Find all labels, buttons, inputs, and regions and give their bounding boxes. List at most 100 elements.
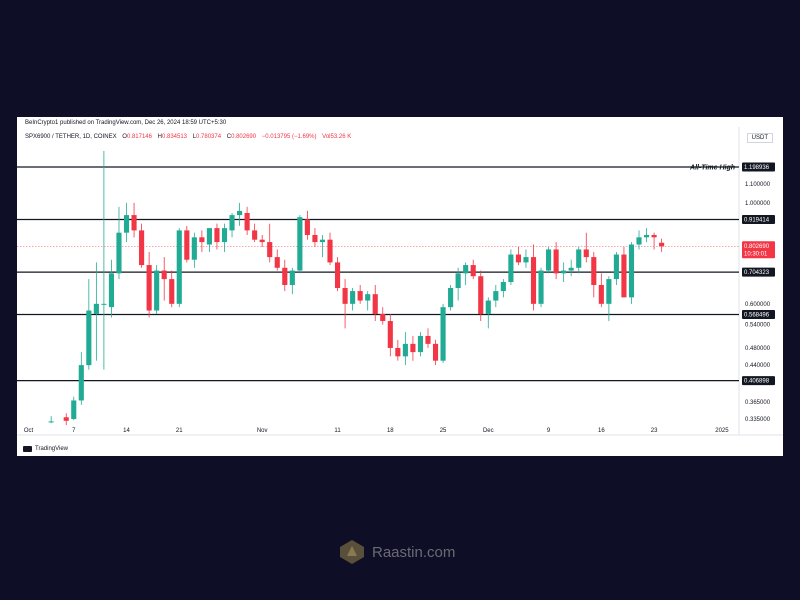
candle-body [289, 270, 295, 285]
candle-body [123, 215, 130, 233]
published-caption: BeInCrypto1 published on TradingView.com… [25, 120, 227, 126]
candle-body [583, 249, 589, 258]
candle-body [176, 230, 182, 304]
time-tick-label: 25 [440, 428, 447, 434]
candle-body [229, 215, 235, 231]
candle [131, 202, 137, 238]
candle [169, 270, 175, 308]
time-tick-label: 23 [651, 428, 658, 434]
tradingview-logo-icon [23, 446, 32, 452]
low-label: L [192, 134, 197, 140]
candle-body [440, 307, 446, 361]
candle-body [538, 270, 544, 304]
candle-body [372, 294, 378, 314]
candle [553, 242, 559, 280]
candle-body [237, 210, 243, 216]
candle-body [78, 365, 84, 401]
candle-body [319, 239, 326, 243]
ohlc-legend: SPX6900 / TETHER, 1D, COINEX O0.817146 H… [25, 134, 351, 140]
candle [48, 416, 54, 424]
candle-body [184, 230, 190, 260]
candle [606, 276, 612, 322]
price-tick-label: 0.480000 [745, 346, 771, 352]
candle-body [515, 254, 521, 263]
candle [659, 238, 665, 252]
candle [530, 244, 537, 311]
time-tick-label: 18 [387, 428, 394, 434]
candle [146, 251, 152, 318]
current-price-label-bg [742, 241, 775, 259]
candle-body [417, 335, 424, 353]
candle-body [523, 257, 529, 263]
candle [568, 259, 574, 277]
candle [508, 249, 514, 285]
candle-body [546, 249, 552, 271]
level-label: 0.406898 [742, 376, 775, 386]
candle-body [410, 343, 416, 353]
symbol-label[interactable]: SPX6900 / TETHER, 1D, COINEX [25, 134, 117, 140]
candle [289, 267, 295, 295]
candle-body [161, 270, 167, 280]
tradingview-logo[interactable]: TradingView [23, 446, 68, 452]
level-label-text: 0.919414 [744, 217, 770, 223]
candle-body [576, 249, 582, 268]
candle-body [327, 239, 333, 263]
level-label-bg [742, 267, 775, 277]
candle-body [455, 273, 461, 289]
candle-body [463, 265, 469, 274]
level-label: 1.198936 [742, 162, 775, 172]
time-tick-label: 7 [72, 428, 76, 434]
candle-body [432, 343, 439, 361]
level-label-text: 1.198936 [744, 165, 770, 171]
candle [372, 284, 378, 322]
price-tick-label: 1.100000 [745, 182, 771, 188]
candle-body [659, 242, 665, 247]
change-value: −0.013795 (−1.69%) [261, 134, 317, 140]
candle [432, 339, 439, 366]
open-value: 0.817146 [126, 134, 152, 140]
candle-body [259, 239, 265, 243]
candle-body [448, 288, 454, 308]
price-tick-label: 1.000000 [745, 201, 771, 207]
candle-body [274, 257, 280, 268]
candle-body [508, 254, 514, 283]
level-label-bg [742, 162, 775, 172]
candle-body [493, 291, 499, 301]
candle [191, 232, 197, 268]
candle [71, 396, 77, 421]
candle-body [606, 279, 612, 304]
candle-body [380, 313, 386, 322]
currency-selector[interactable]: USDT [746, 133, 773, 143]
candle-body [568, 267, 574, 271]
time-tick-label: 14 [123, 428, 130, 434]
candle [93, 262, 99, 361]
level-label-text: 0.704323 [744, 270, 770, 276]
candle-body [402, 343, 408, 357]
candle-body [485, 300, 491, 314]
candle [546, 246, 552, 274]
candle [598, 273, 604, 308]
candle-body [613, 254, 619, 280]
candle [252, 223, 258, 243]
candle [282, 259, 288, 292]
candle [319, 234, 326, 258]
close-value: 0.802690 [231, 134, 257, 140]
time-tick-label: 2025 [715, 428, 729, 434]
candle [334, 257, 341, 292]
candle [123, 202, 130, 243]
candle-body [191, 237, 197, 260]
candle [78, 352, 84, 405]
candle [402, 332, 408, 366]
candle [304, 210, 310, 240]
candle [274, 249, 280, 271]
candle [591, 251, 597, 298]
candle [643, 228, 650, 243]
low-value: 0.780374 [196, 134, 222, 140]
price-chart[interactable]: 1.100000 1.000000 0.600000 0.540000 0.480000… [17, 117, 783, 456]
candle [237, 202, 243, 226]
candle [116, 206, 122, 280]
candle [561, 262, 567, 283]
watermark: Raastin.com [338, 538, 455, 566]
candle [206, 228, 212, 252]
price-tick-label: 0.600000 [745, 302, 771, 308]
